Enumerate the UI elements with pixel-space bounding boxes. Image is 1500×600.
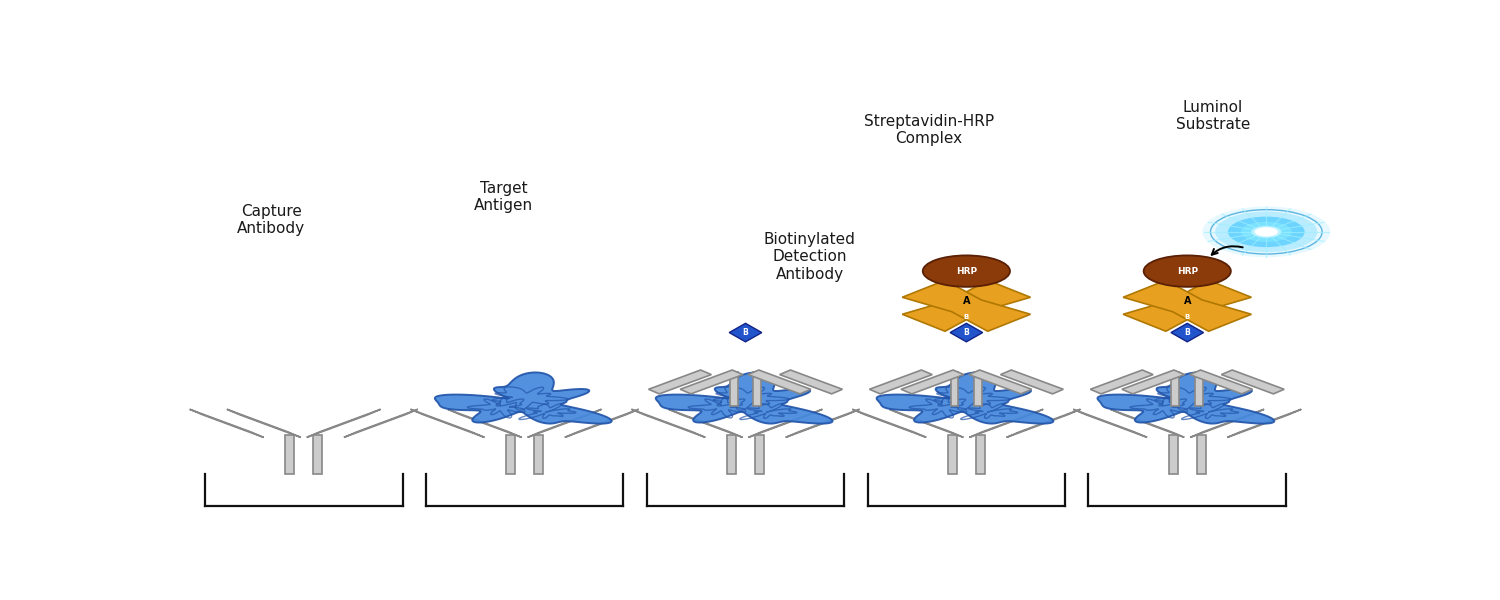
Polygon shape: [1122, 370, 1185, 394]
Polygon shape: [786, 409, 859, 437]
Polygon shape: [1090, 370, 1154, 394]
Polygon shape: [528, 409, 602, 437]
Circle shape: [1254, 227, 1278, 236]
Bar: [1197, 434, 1206, 474]
Text: HRP: HRP: [956, 266, 976, 275]
Polygon shape: [1124, 280, 1251, 331]
Circle shape: [1215, 212, 1317, 252]
Polygon shape: [632, 409, 705, 437]
Polygon shape: [1110, 409, 1185, 437]
Text: Biotinylated
Detection
Antibody: Biotinylated Detection Antibody: [764, 232, 855, 281]
Text: B: B: [742, 328, 748, 337]
Bar: [285, 434, 294, 474]
Polygon shape: [950, 323, 982, 342]
Bar: [951, 372, 958, 406]
Polygon shape: [876, 373, 1053, 424]
Text: B: B: [963, 328, 969, 337]
Ellipse shape: [922, 256, 1010, 287]
Circle shape: [1240, 221, 1292, 242]
Polygon shape: [1227, 409, 1302, 437]
Bar: [948, 434, 957, 474]
Text: A: A: [1184, 296, 1191, 306]
Polygon shape: [656, 373, 833, 424]
Polygon shape: [748, 370, 812, 394]
Bar: [1168, 434, 1178, 474]
Bar: [314, 434, 322, 474]
Bar: [534, 434, 543, 474]
Polygon shape: [1190, 370, 1252, 394]
Polygon shape: [189, 409, 264, 437]
Polygon shape: [1098, 373, 1275, 424]
Polygon shape: [903, 280, 1030, 331]
Circle shape: [1228, 217, 1305, 247]
Polygon shape: [748, 409, 822, 437]
Polygon shape: [890, 409, 963, 437]
Polygon shape: [448, 409, 522, 437]
Bar: [1172, 372, 1179, 406]
Polygon shape: [435, 373, 612, 424]
Polygon shape: [1000, 370, 1064, 394]
Text: Target
Antigen: Target Antigen: [474, 181, 534, 213]
Polygon shape: [902, 370, 964, 394]
Text: Luminol
Substrate: Luminol Substrate: [1176, 100, 1250, 132]
Polygon shape: [344, 409, 418, 437]
Text: Capture
Antibody: Capture Antibody: [237, 203, 306, 236]
Polygon shape: [1124, 280, 1251, 331]
Polygon shape: [1221, 370, 1284, 394]
Polygon shape: [852, 409, 926, 437]
Polygon shape: [226, 409, 302, 437]
Polygon shape: [780, 370, 843, 394]
Bar: [975, 434, 986, 474]
Ellipse shape: [1143, 256, 1232, 287]
Text: B: B: [963, 314, 969, 320]
Text: Streptavidin-HRP
Complex: Streptavidin-HRP Complex: [864, 113, 994, 146]
Polygon shape: [566, 409, 639, 437]
Bar: [729, 372, 738, 406]
Polygon shape: [1172, 323, 1203, 342]
Bar: [506, 434, 516, 474]
Polygon shape: [306, 409, 381, 437]
Polygon shape: [648, 370, 711, 394]
Bar: [975, 372, 982, 406]
Bar: [728, 434, 736, 474]
Bar: [753, 372, 762, 406]
Polygon shape: [1007, 409, 1080, 437]
Polygon shape: [669, 409, 742, 437]
Bar: [754, 434, 764, 474]
Polygon shape: [680, 370, 742, 394]
Polygon shape: [1190, 409, 1264, 437]
Circle shape: [1251, 226, 1281, 238]
Circle shape: [1203, 206, 1330, 257]
Polygon shape: [1072, 409, 1148, 437]
Text: HRP: HRP: [1176, 266, 1198, 275]
Text: B: B: [1185, 314, 1190, 320]
Polygon shape: [411, 409, 485, 437]
Polygon shape: [870, 370, 932, 394]
Polygon shape: [969, 370, 1032, 394]
Polygon shape: [969, 409, 1042, 437]
Bar: [1196, 372, 1203, 406]
Text: B: B: [1185, 328, 1190, 337]
Polygon shape: [903, 280, 1030, 331]
Text: A: A: [963, 296, 970, 306]
Polygon shape: [729, 323, 762, 342]
